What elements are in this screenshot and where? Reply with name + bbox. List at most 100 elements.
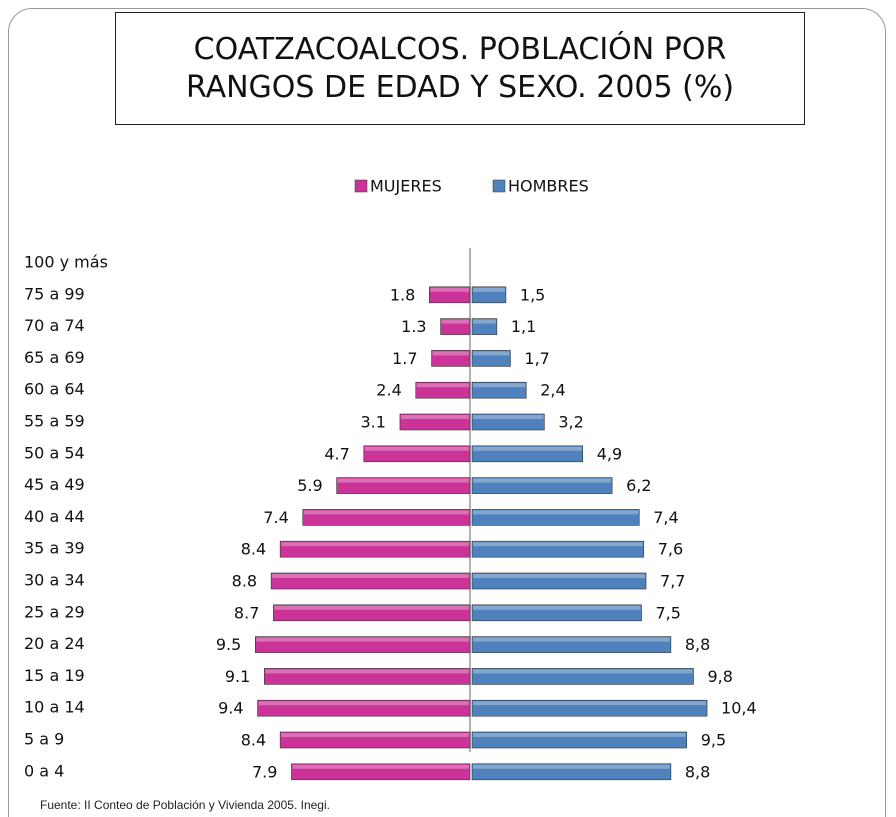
value-label: 10,4: [721, 699, 757, 718]
legend-label: HOMBRES: [508, 177, 589, 196]
value-label: 1.7: [392, 349, 417, 368]
bar: [471, 731, 687, 749]
y-tick-label: 10 a 14: [24, 698, 85, 717]
bar-highlight: [473, 415, 544, 419]
bar-highlight: [272, 574, 469, 578]
bar: [257, 699, 471, 717]
value-label: 9.5: [216, 635, 241, 654]
bar-highlight: [256, 637, 469, 642]
bar: [471, 668, 694, 685]
value-label: 2,4: [540, 381, 565, 400]
bar-highlight: [473, 287, 505, 292]
bar-highlight: [432, 351, 469, 356]
bar: [415, 381, 471, 399]
value-label: 1,1: [511, 317, 536, 336]
bar: [471, 509, 640, 526]
value-label: 8.7: [234, 603, 259, 622]
bar-highlight: [473, 446, 582, 451]
bar: [471, 381, 527, 399]
bar-highlight: [281, 733, 469, 737]
value-label: 9.4: [218, 699, 243, 718]
y-tick-label: 5 a 9: [24, 730, 64, 749]
bar-highlight: [416, 383, 469, 388]
value-label: 7,4: [653, 508, 678, 527]
y-tick-label: 50 a 54: [24, 443, 85, 462]
bar-highlight: [473, 701, 707, 706]
value-label: 9,8: [707, 667, 732, 686]
bar: [363, 445, 471, 463]
value-label: 6,2: [626, 476, 651, 495]
bar-highlight: [265, 669, 469, 674]
bar: [471, 350, 511, 367]
bar: [270, 572, 471, 590]
source-note: Fuente: II Conteo de Población y Viviend…: [40, 798, 330, 812]
bar: [279, 540, 471, 558]
y-tick-label: 100 y más: [24, 253, 108, 272]
value-label: 3.1: [360, 413, 385, 432]
bar: [471, 763, 672, 781]
bar: [440, 318, 471, 335]
value-label: 8,8: [685, 762, 710, 781]
bar: [429, 286, 471, 304]
bar: [336, 477, 471, 494]
legend-swatch: [354, 179, 368, 193]
bar: [471, 445, 584, 463]
bar: [471, 286, 507, 304]
y-tick-label: 60 a 64: [24, 380, 85, 399]
value-label: 1.8: [390, 285, 415, 304]
value-label: 9,5: [701, 731, 726, 750]
value-label: 7.9: [252, 762, 277, 781]
legend-swatch: [492, 179, 506, 193]
value-label: 7.4: [263, 508, 288, 527]
value-label: 8.8: [232, 572, 257, 591]
bar: [471, 413, 545, 431]
bar: [255, 636, 471, 653]
y-tick-label: 25 a 29: [24, 602, 85, 621]
value-label: 1,5: [520, 285, 545, 304]
y-tick-label: 45 a 49: [24, 475, 85, 494]
bar: [471, 699, 708, 717]
bar-highlight: [473, 733, 686, 737]
chart-title: COATZACOALCOS. POBLACIÓN POR RANGOS DE E…: [115, 12, 805, 125]
bar-highlight: [473, 574, 646, 578]
value-label: 3,2: [558, 413, 583, 432]
y-tick-label: 15 a 19: [24, 666, 85, 685]
bar-highlight: [473, 351, 510, 356]
value-label: 8.4: [241, 731, 266, 750]
bar: [471, 318, 498, 335]
y-tick-label: 35 a 39: [24, 539, 85, 558]
bar: [471, 477, 613, 494]
bar-highlight: [473, 510, 639, 515]
y-tick-label: 20 a 24: [24, 634, 85, 653]
value-label: 8,8: [685, 635, 710, 654]
bar-highlight: [281, 542, 469, 547]
bar: [302, 509, 471, 526]
y-tick-label: 0 a 4: [24, 761, 64, 780]
y-tick-label: 55 a 59: [24, 412, 85, 431]
bar: [471, 604, 642, 622]
bar: [471, 572, 647, 590]
bar-highlight: [430, 287, 469, 292]
y-tick-label: 70 a 74: [24, 316, 85, 335]
bar-highlight: [400, 415, 469, 419]
bar-highlight: [274, 605, 469, 610]
y-tick-label: 40 a 44: [24, 507, 85, 526]
value-label: 7,5: [656, 603, 681, 622]
bar-highlight: [337, 478, 469, 483]
y-tick-label: 30 a 34: [24, 571, 85, 590]
bar-highlight: [473, 542, 643, 547]
value-label: 4.7: [324, 444, 349, 463]
bar: [471, 540, 645, 558]
value-label: 9.1: [225, 667, 250, 686]
value-label: 8.4: [241, 540, 266, 559]
bar: [273, 604, 471, 622]
bar-highlight: [473, 605, 641, 610]
value-label: 1.3: [401, 317, 426, 336]
bar: [431, 350, 471, 367]
bar: [471, 636, 672, 653]
bar-highlight: [258, 701, 469, 706]
bar-highlight: [303, 510, 469, 515]
bar-highlight: [364, 446, 469, 451]
